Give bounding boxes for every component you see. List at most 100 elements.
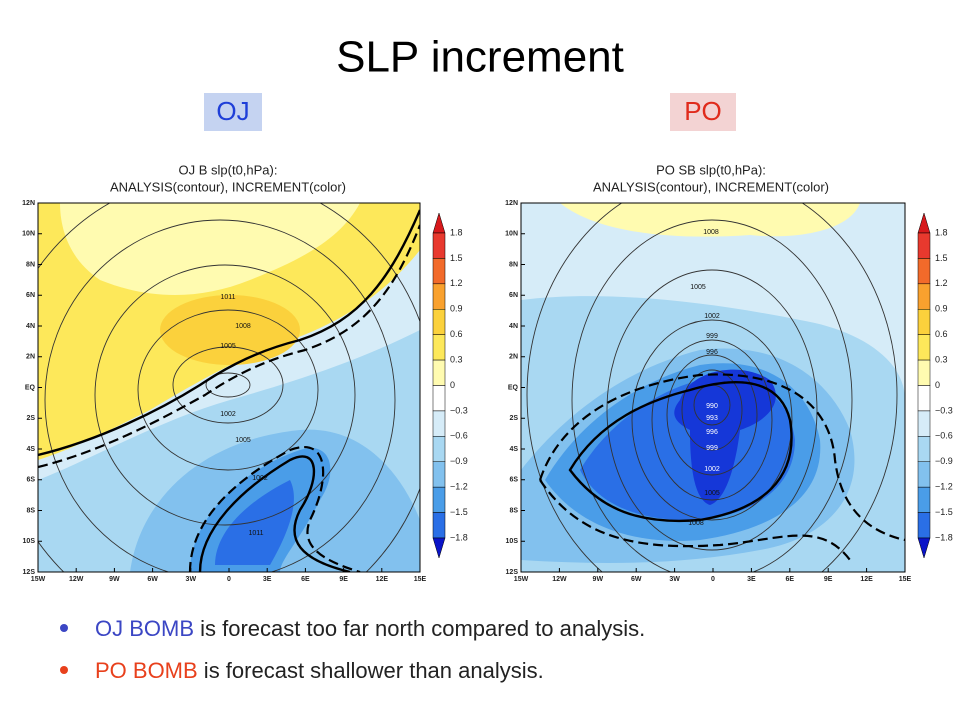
colorbar-label: 1.5 <box>935 253 948 263</box>
panel-tag: PO <box>684 96 722 126</box>
lat-label: 8S <box>509 507 518 514</box>
colorbar-label: 0 <box>935 380 940 390</box>
contour-label: 1005 <box>690 284 706 291</box>
colorbar-cell <box>432 512 446 539</box>
lon-label: 6W <box>147 576 158 583</box>
contour-label: 996 <box>706 429 718 436</box>
lon-label: 9E <box>824 576 833 583</box>
lat-label: 6N <box>509 292 518 299</box>
contour-label: 1011 <box>248 530 263 537</box>
colorbar-label: −0.9 <box>935 456 953 466</box>
contour-label: 1002 <box>252 475 268 482</box>
colorbar-tip <box>432 537 446 559</box>
lat-label: 6S <box>26 477 35 484</box>
colorbar-cell <box>432 486 446 513</box>
contours <box>38 203 420 572</box>
colorbar-label: −0.9 <box>450 456 468 466</box>
contour-label: 1008 <box>235 323 251 330</box>
tag-box <box>670 93 736 131</box>
contour-label: 1005 <box>235 437 251 444</box>
lat-label: 4N <box>509 323 518 330</box>
contour-label: 990 <box>706 403 718 410</box>
contour-label: 999 <box>706 445 718 452</box>
lon-label: 12W <box>552 576 567 583</box>
lat-label: 12S <box>506 569 519 576</box>
colorbar-cell <box>917 258 931 285</box>
lat-label: EQ <box>25 384 36 391</box>
bullet-dot <box>60 666 68 674</box>
colorbar-label: −1.8 <box>450 532 468 542</box>
colorbar-cell <box>917 512 931 539</box>
lon-label: 6E <box>786 576 795 583</box>
lat-label: 2S <box>26 415 35 422</box>
panel-tag: OJ <box>216 96 249 126</box>
lat-label: 10N <box>22 231 35 238</box>
colorbar-cell <box>432 461 446 488</box>
lon-label: 15W <box>31 576 46 583</box>
tag-box <box>204 93 262 131</box>
colorbar-cell <box>432 359 446 386</box>
lat-label: 10S <box>23 538 36 545</box>
lon-label: 3E <box>747 576 756 583</box>
colorbar-label: 0 <box>450 380 455 390</box>
lon-label: 15E <box>414 576 427 583</box>
colorbar-label: −0.6 <box>935 431 953 441</box>
colorbar-cell <box>917 385 931 412</box>
lon-label: 15E <box>899 576 912 583</box>
lon-label: 12E <box>860 576 873 583</box>
lat-label: 8N <box>509 261 518 268</box>
contour-label: 1008 <box>688 520 704 527</box>
lat-label: 12N <box>22 200 35 207</box>
lon-label: 9W <box>109 576 120 583</box>
colorbar-cell <box>917 436 931 463</box>
lon-label: 6E <box>301 576 310 583</box>
colorbar-cell <box>432 232 446 259</box>
colorbar-label: 1.8 <box>935 227 948 237</box>
colorbar-label: 1.2 <box>450 278 463 288</box>
colorbar-label: −0.6 <box>450 431 468 441</box>
bullet: OJ BOMB is forecast too far north compar… <box>95 616 645 641</box>
colorbar-label: 0.6 <box>935 329 948 339</box>
lat-label: 8N <box>26 261 35 268</box>
colorbar-cell <box>917 486 931 513</box>
contour-label: 993 <box>706 415 718 422</box>
lat-label: 2N <box>509 354 518 361</box>
lon-label: 9W <box>593 576 604 583</box>
colorbar-cell <box>917 410 931 437</box>
contour-label: 1002 <box>220 411 236 418</box>
contour-label: 1011 <box>220 294 235 301</box>
colorbar-label: −0.3 <box>450 405 468 415</box>
lat-label: 10N <box>505 231 518 238</box>
lon-label: 3W <box>669 576 680 583</box>
colorbar-label: 0.9 <box>450 304 463 314</box>
bullet-text: is forecast too far north compared to an… <box>194 616 645 641</box>
colorbar-label: −1.5 <box>450 507 468 517</box>
colorbar-label: −1.8 <box>935 532 953 542</box>
colorbar-label: −1.2 <box>450 482 468 492</box>
slide-title: SLP increment <box>336 33 624 82</box>
contour-label: 1005 <box>220 343 236 350</box>
lat-label: 10S <box>506 538 519 545</box>
colorbar-tip <box>432 212 446 234</box>
lat-label: 4S <box>26 446 35 453</box>
bullet: PO BOMB is forecast shallower than analy… <box>95 658 544 683</box>
lon-label: 6W <box>631 576 642 583</box>
lon-label: 0 <box>711 576 715 583</box>
contour-label: 1002 <box>704 466 720 473</box>
colorbar-cell <box>917 461 931 488</box>
lat-label: 8S <box>26 507 35 514</box>
colorbar-label: 0.9 <box>935 304 948 314</box>
lon-label: 9E <box>339 576 348 583</box>
contour-label: 1008 <box>703 229 719 236</box>
map-title: ANALYSIS(contour), INCREMENT(color) <box>593 179 829 194</box>
map <box>38 203 420 572</box>
lon-label: 0 <box>227 576 231 583</box>
lon-label: 3E <box>263 576 272 583</box>
lat-label: 6S <box>509 477 518 484</box>
colorbar-label: 0.3 <box>450 354 463 364</box>
contour-label: 999 <box>706 333 718 340</box>
colorbar-cell <box>432 410 446 437</box>
lat-label: EQ <box>508 384 519 391</box>
colorbar-label: 1.5 <box>450 253 463 263</box>
